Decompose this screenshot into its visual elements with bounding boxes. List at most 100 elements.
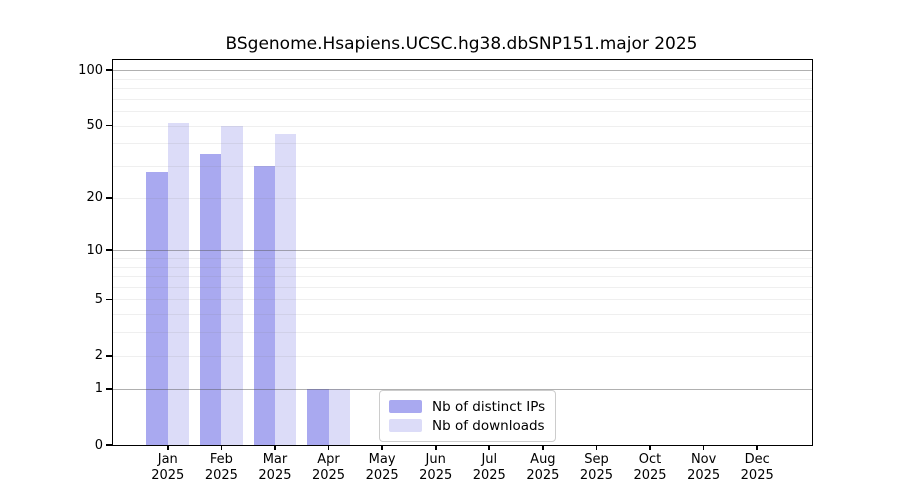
x-tick-feb [220, 445, 223, 450]
y-tick-label-100: 100 [78, 62, 103, 78]
y-tick-label-0: 0 [94, 437, 103, 453]
minor-gridline-9 [113, 258, 812, 259]
y-tick-20 [106, 196, 112, 199]
legend-swatch-distinct-ips [389, 400, 422, 413]
minor-gridline-40 [113, 143, 812, 145]
minor-gridline-70 [113, 98, 812, 100]
year-label: 2025 [579, 468, 613, 483]
month-label: Jun [425, 452, 446, 467]
y-tick-label-2: 2 [94, 348, 103, 364]
month-label: Apr [317, 452, 340, 467]
year-label: 2025 [204, 468, 238, 483]
minor-gridline-3 [113, 332, 812, 334]
month-label: Mar [262, 452, 288, 467]
x-tick-jul [488, 445, 491, 450]
chart-title: BSgenome.Hsapiens.UCSC.hg38.dbSNP151.maj… [225, 34, 698, 54]
plot-area: 0 1 2 5 10 20 50 100 Jan 2025 Feb 2025 Mar 2025 Apr 20… [78, 59, 813, 483]
minor-gridline-90 [113, 78, 812, 80]
y-tick-label-10: 10 [86, 242, 103, 258]
x-tick-mar [274, 445, 276, 450]
bar-downloads-feb [221, 125, 243, 445]
x-tick-label-apr: Apr 2025 [301, 452, 357, 484]
y-tick-label-1: 1 [94, 381, 103, 397]
major-gridline-10 [113, 250, 812, 252]
bar-distinct-ips-jan [146, 171, 168, 445]
legend-swatch-downloads [389, 419, 422, 432]
bar-downloads-jan [167, 122, 190, 445]
minor-gridline-6 [113, 286, 812, 288]
y-tick-0 [106, 444, 112, 446]
x-tick-may [381, 445, 383, 450]
y-tick-50 [106, 124, 112, 127]
year-label: 2025 [472, 468, 506, 483]
month-label: Oct [638, 452, 662, 467]
x-tick-label-nov: Nov 2025 [676, 452, 732, 484]
x-tick-oct [649, 445, 651, 450]
y-tick-2 [106, 354, 112, 357]
minor-gridline-8 [113, 266, 812, 268]
x-tick-jan [166, 445, 169, 450]
minor-gridline-60 [113, 111, 812, 113]
month-label: May [368, 452, 396, 467]
x-tick-label-sep: Sep 2025 [568, 452, 624, 484]
legend-item-distinct-ips: Nb of distinct IPs [389, 397, 545, 416]
x-tick-label-oct: Oct 2025 [622, 452, 678, 484]
y-tick-5 [106, 298, 112, 301]
minor-gridline-30 [113, 166, 812, 168]
minor-gridline-7 [113, 276, 812, 278]
x-tick-nov [702, 445, 705, 450]
x-tick-dec [756, 445, 758, 450]
minor-gridline-5 [113, 299, 812, 301]
legend-label-distinct-ips: Nb of distinct IPs [432, 398, 546, 415]
month-label: Aug [530, 452, 556, 467]
x-tick-label-dec: Dec 2025 [729, 452, 785, 484]
year-label: 2025 [419, 468, 453, 483]
x-tick-label-mar: Mar 2025 [247, 452, 303, 484]
x-tick-label-aug: Aug 2025 [515, 452, 571, 484]
y-tick-label-20: 20 [86, 190, 103, 206]
x-tick-label-jan: Jan 2025 [140, 452, 196, 484]
month-label: Feb [209, 452, 233, 467]
y-tick-10 [106, 249, 112, 252]
y-tick-1 [106, 387, 112, 390]
legend-item-downloads: Nb of downloads [389, 416, 545, 435]
legend-label-downloads: Nb of downloads [432, 417, 545, 434]
year-label: 2025 [311, 468, 346, 483]
year-label: 2025 [258, 468, 292, 483]
major-gridline-100 [113, 70, 812, 72]
minor-gridline-2 [113, 355, 812, 357]
minor-gridline-50 [113, 125, 812, 127]
x-tick-label-jul: Jul 2025 [461, 452, 517, 484]
x-tick-jun [434, 445, 437, 450]
year-label: 2025 [151, 468, 185, 483]
y-tick-label-5: 5 [94, 291, 103, 307]
year-label: 2025 [740, 468, 774, 483]
minor-gridline-80 [113, 88, 812, 90]
bar-distinct-ips-feb [199, 153, 222, 445]
major-gridline-1 [113, 388, 812, 390]
year-label: 2025 [687, 468, 721, 483]
month-label: Dec [744, 452, 770, 467]
month-label: Sep [584, 452, 609, 467]
x-tick-label-feb: Feb 2025 [193, 452, 249, 484]
x-tick-label-jun: Jun 2025 [408, 452, 464, 484]
y-tick-label-50: 50 [86, 118, 103, 134]
year-label: 2025 [365, 468, 399, 483]
x-tick-label-may: May 2025 [354, 452, 410, 484]
month-label: Nov [690, 452, 717, 467]
legend: Nb of distinct IPs Nb of downloads [379, 390, 557, 442]
month-label: Jul [481, 452, 498, 467]
bar-distinct-ips-apr [307, 388, 329, 445]
minor-gridline-4 [113, 314, 812, 316]
bar-downloads-apr [328, 388, 350, 445]
bar-downloads-mar [274, 134, 297, 445]
year-label: 2025 [526, 468, 560, 483]
x-tick-aug [542, 445, 544, 450]
x-tick-apr [327, 445, 330, 450]
month-label: Jan [157, 452, 178, 467]
x-tick-sep [595, 445, 598, 450]
y-tick-100 [106, 69, 112, 71]
bar-distinct-ips-mar [253, 166, 275, 445]
minor-gridline-20 [113, 197, 812, 199]
